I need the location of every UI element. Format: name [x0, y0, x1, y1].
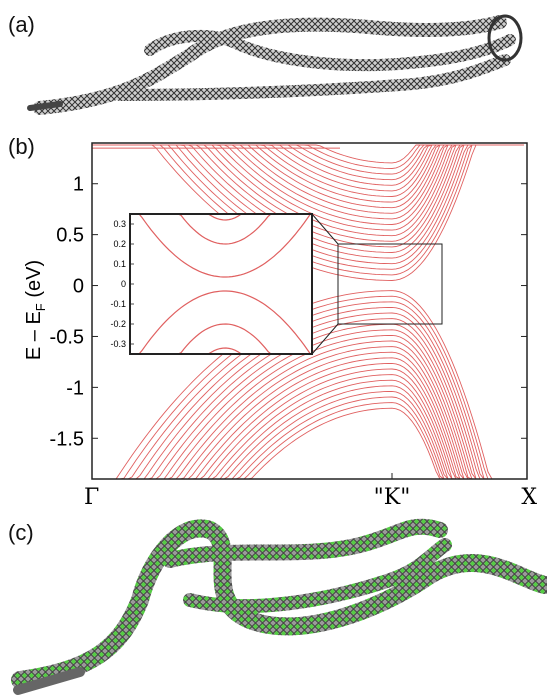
panel-label-a: (a) — [8, 12, 35, 37]
inset-y-tick-label: -0.2 — [110, 319, 126, 329]
panel-label-b: (b) — [8, 134, 35, 159]
inset-y-tick-label: 0.2 — [113, 239, 126, 249]
inset-y-tick-label: 0 — [121, 279, 126, 289]
plot-frame — [91, 142, 528, 480]
inset-y-tick-label: -0.1 — [110, 299, 126, 309]
conduction-band-line — [92, 144, 524, 164]
x-tick-label: Γ — [84, 485, 99, 510]
x-axis-ticks: Γ "K" X — [84, 473, 537, 510]
inset-y-tick-label: -0.3 — [110, 339, 126, 349]
y-tick-label: -1 — [66, 377, 84, 399]
x-tick-label: X — [521, 485, 537, 510]
inset-y-axis-ticks: 0.3 0.2 0.1 0 -0.1 -0.2 -0.3 — [110, 219, 134, 349]
nanotube-structure-image — [27, 14, 523, 115]
y-tick-label: 1 — [73, 174, 84, 196]
inset-y-tick-label: 0.3 — [113, 219, 126, 229]
y-axis-label: E – EF (eV) — [23, 260, 48, 360]
y-axis-ticks: 1 0.5 0 -0.5 -1 -1.5 — [50, 174, 527, 450]
panel-label-c: (c) — [8, 520, 34, 545]
y-tick-label: -1.5 — [50, 428, 84, 450]
zoom-connector-top — [311, 213, 339, 245]
inset-band-line — [130, 290, 311, 355]
inset-y-tick-label: 0.1 — [113, 259, 126, 269]
zoom-box — [337, 243, 443, 325]
zoom-connector-bottom — [311, 323, 339, 355]
inset-band-line — [130, 213, 311, 278]
y-tick-label: -0.5 — [50, 326, 84, 348]
x-tick-label: "K" — [374, 485, 411, 510]
y-tick-label: 0.5 — [56, 225, 84, 247]
y-tick-label: 0 — [73, 276, 84, 298]
